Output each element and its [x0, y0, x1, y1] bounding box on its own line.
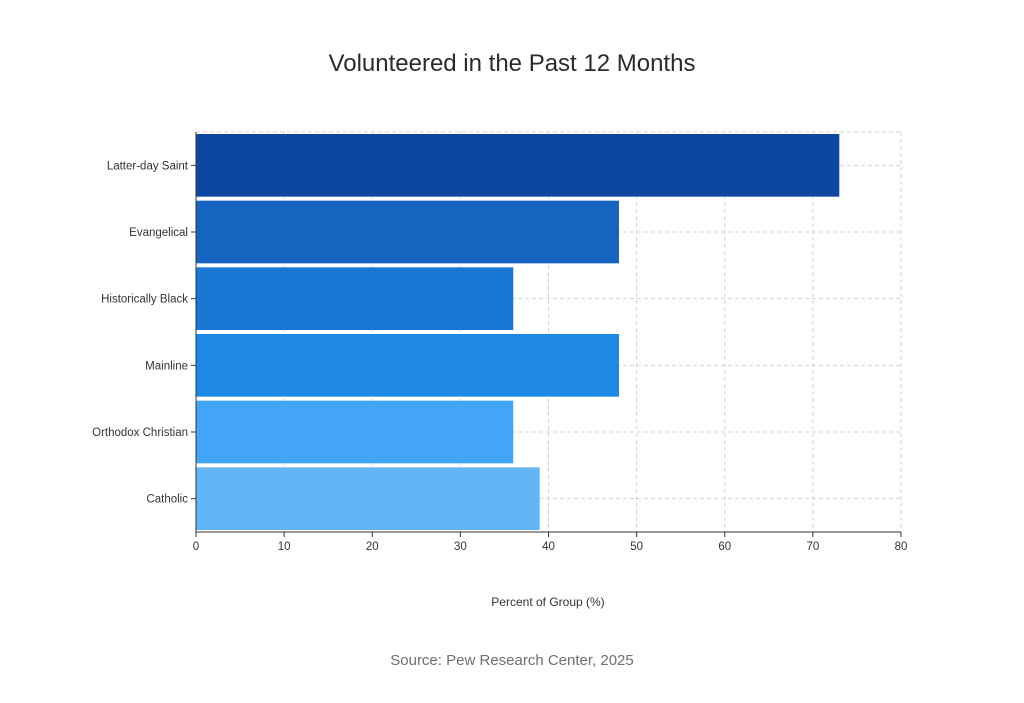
x-tick-label: 0 [193, 541, 199, 553]
x-tick-label: 60 [718, 541, 731, 553]
x-tick-label: 40 [542, 541, 555, 553]
source-note: Source: Pew Research Center, 2025 [390, 652, 634, 669]
labels: 0 10 20 30 40 50 60 70 80 Latter-day Saint Evangel… [92, 160, 907, 553]
y-category-label: Evangelical [129, 227, 188, 239]
bar-latter-day-saint [196, 134, 840, 197]
chart-title: Volunteered in the Past 12 Months [328, 50, 696, 77]
x-tick-label: 20 [366, 541, 379, 553]
bar-historically-black [196, 267, 514, 330]
bar-mainline [196, 334, 619, 397]
x-axis-title: Percent of Group (%) [491, 595, 604, 609]
bar-catholic [196, 467, 540, 530]
y-category-label: Orthodox Christian [92, 427, 188, 439]
x-tick-label: 10 [278, 541, 291, 553]
x-tick-label: 50 [630, 541, 643, 553]
x-tick-label: 30 [454, 541, 467, 553]
x-tick-label: 70 [806, 541, 819, 553]
bar-evangelical [196, 200, 619, 264]
y-category-label: Latter-day Saint [107, 160, 189, 172]
bar-orthodox-christian [196, 400, 514, 464]
y-category-label: Catholic [146, 494, 188, 506]
x-tick-label: 80 [895, 541, 908, 553]
y-category-label: Mainline [145, 360, 188, 372]
bars [196, 134, 840, 530]
y-category-label: Historically Black [101, 294, 188, 306]
axes [191, 132, 902, 537]
